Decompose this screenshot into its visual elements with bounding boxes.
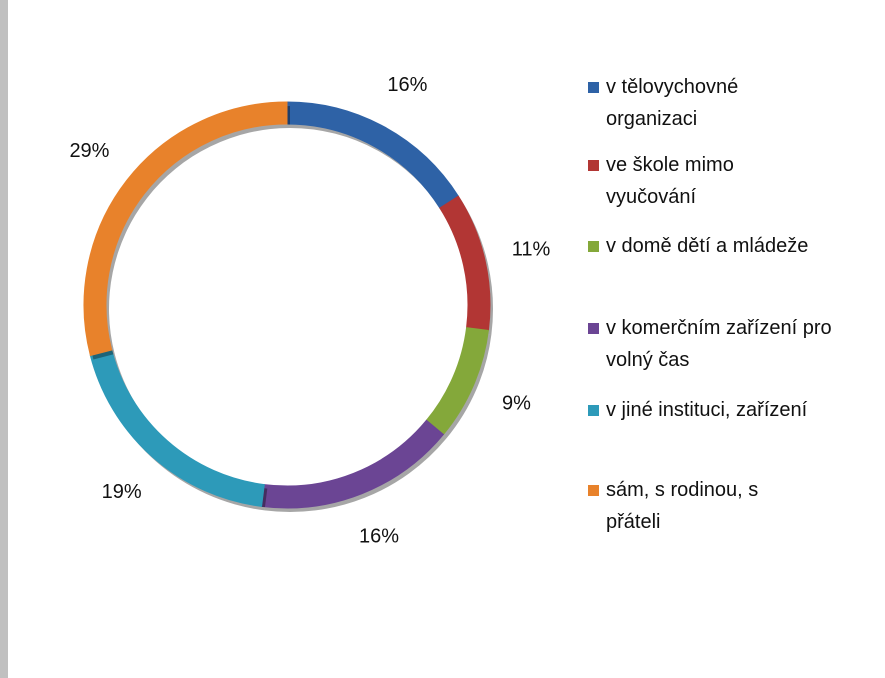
data-label: 16% xyxy=(359,526,399,548)
data-label: 11% xyxy=(512,239,551,261)
donut-segment xyxy=(286,101,460,209)
donut-segment xyxy=(83,101,288,357)
legend-label: ve škole mimo vyučování xyxy=(606,154,734,208)
data-label: 29% xyxy=(69,140,109,162)
data-label: 16% xyxy=(387,74,427,96)
data-label: 9% xyxy=(502,393,531,415)
legend-label: v domě dětí a mládeže xyxy=(606,235,809,257)
legend-marker xyxy=(588,241,599,252)
legend-marker xyxy=(588,405,599,416)
donut-segment xyxy=(439,195,491,332)
legend-label: v jiné instituci, zařízení xyxy=(606,399,808,421)
legend-label: v tělovychovné organizaci xyxy=(606,76,739,130)
legend-marker xyxy=(588,323,599,334)
legend-label: v komerčním zařízení pro volný čas xyxy=(606,317,832,371)
frame-border xyxy=(0,0,8,678)
legend-marker xyxy=(588,82,599,93)
legend-label: sám, s rodinou, s přáteli xyxy=(606,479,759,533)
donut-shadow xyxy=(290,106,462,213)
legend-marker xyxy=(588,160,599,171)
data-label: 19% xyxy=(102,481,142,503)
legend-marker xyxy=(588,485,599,496)
